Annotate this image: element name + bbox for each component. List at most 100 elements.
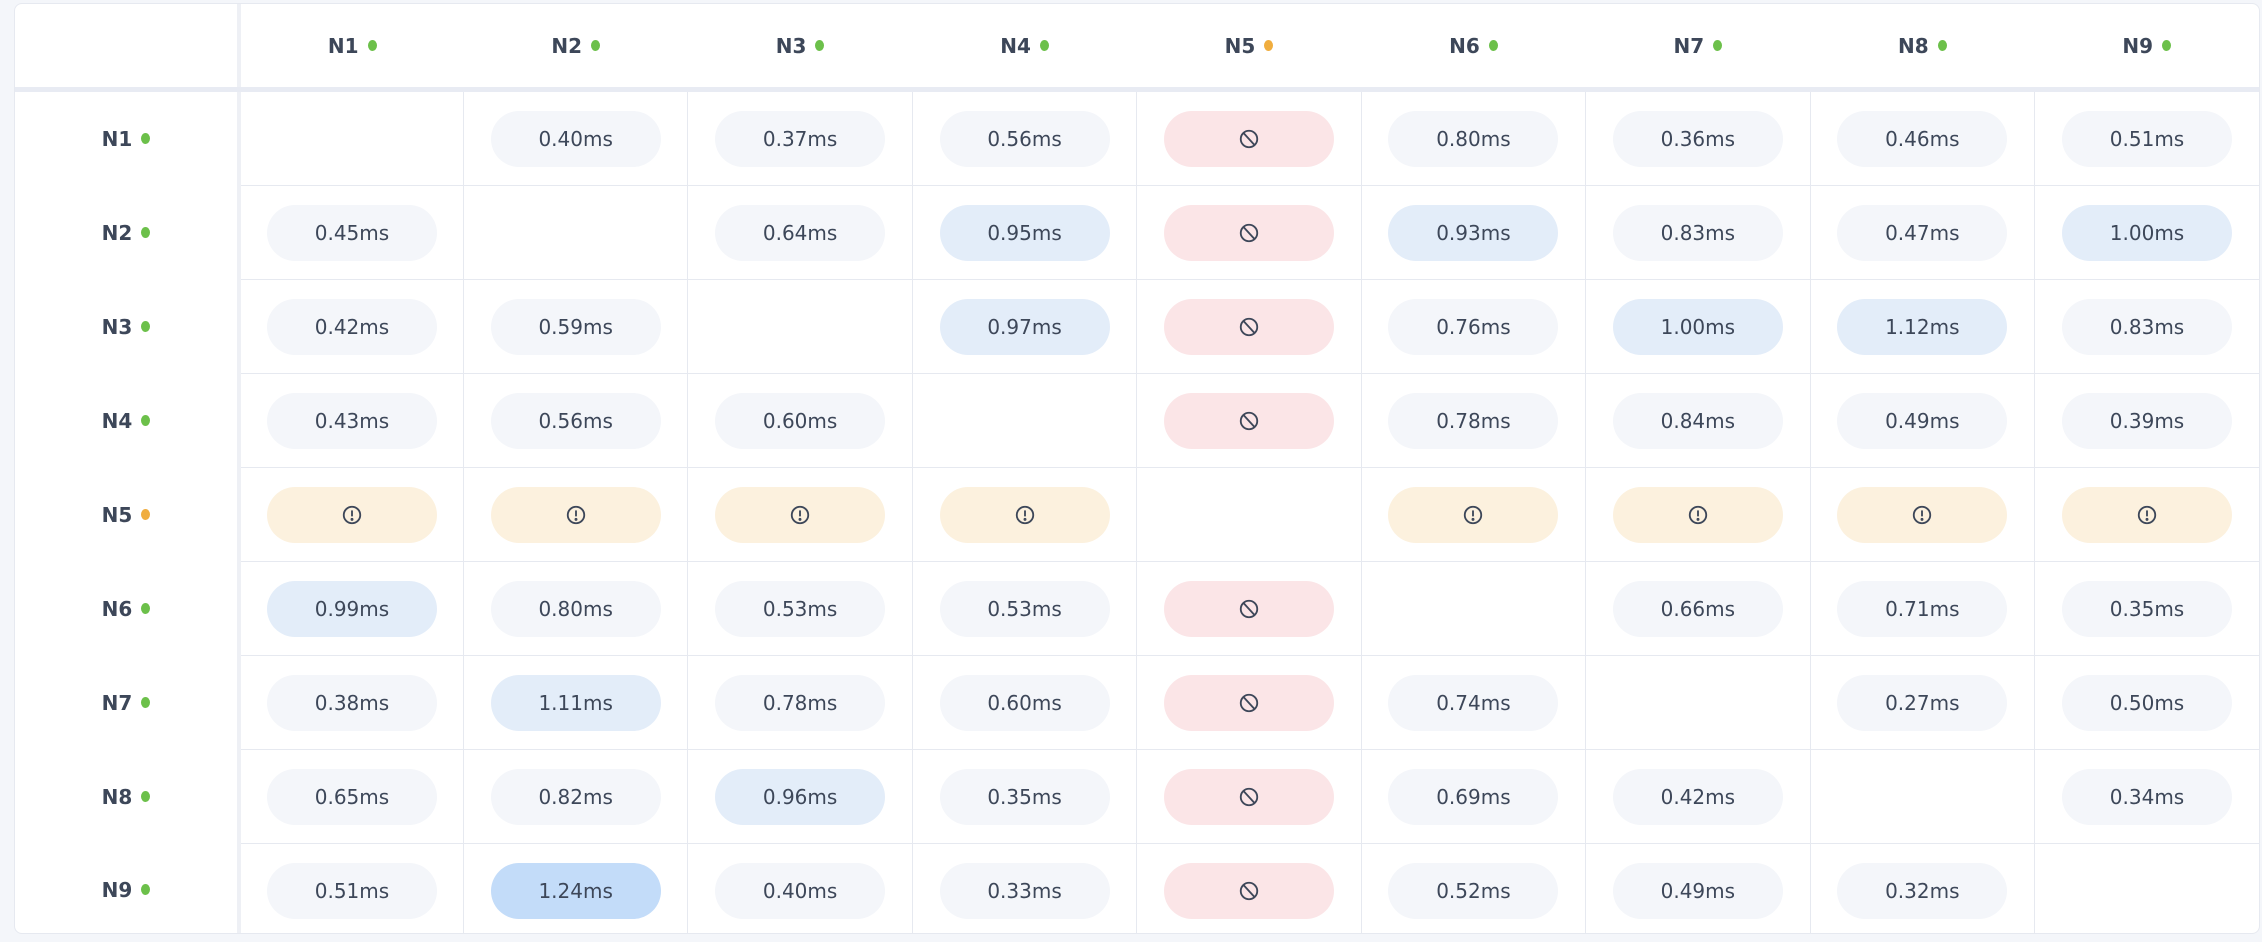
latency-pill[interactable]: 0.66ms — [1612, 580, 1783, 637]
latency-pill[interactable]: 1.00ms — [2062, 204, 2232, 261]
latency-pill[interactable]: 0.47ms — [1837, 204, 2008, 261]
latency-pill[interactable]: 0.80ms — [1388, 110, 1559, 167]
column-header-n5: N5 — [1136, 4, 1362, 92]
latency-pill[interactable]: 0.53ms — [939, 580, 1110, 637]
matrix-cell: 0.33ms — [911, 843, 1137, 933]
warning-pill[interactable] — [2062, 486, 2232, 543]
warning-pill[interactable] — [1612, 486, 1783, 543]
row-header-n8: N8 — [15, 749, 241, 844]
row-header-n2: N2 — [15, 185, 241, 280]
table-row: N3 0.42ms 0.59ms 0.97ms 0.76ms 1.00ms 1.12ms 0.… — [15, 279, 2259, 374]
latency-pill[interactable]: 0.37ms — [715, 110, 886, 167]
ban-icon — [1239, 599, 1259, 618]
latency-pill[interactable]: 0.83ms — [2062, 298, 2232, 355]
warning-pill[interactable] — [266, 486, 437, 543]
matrix-cell — [911, 467, 1137, 562]
latency-pill[interactable]: 0.82ms — [490, 768, 661, 825]
latency-pill[interactable]: 0.69ms — [1388, 768, 1559, 825]
status-dot-ok — [141, 132, 151, 144]
warning-pill[interactable] — [939, 486, 1110, 543]
corner-cell — [15, 4, 241, 92]
latency-pill[interactable]: 0.32ms — [1837, 862, 2008, 919]
ban-icon — [1239, 129, 1259, 148]
latency-pill[interactable]: 0.71ms — [1837, 580, 2008, 637]
warning-pill[interactable] — [490, 486, 661, 543]
latency-pill[interactable]: 0.51ms — [266, 862, 437, 919]
latency-pill[interactable]: 0.46ms — [1837, 110, 2008, 167]
node-label: N2 — [551, 33, 582, 58]
latency-pill[interactable]: 0.35ms — [2062, 580, 2232, 637]
blocked-pill[interactable] — [1163, 768, 1334, 825]
latency-pill[interactable]: 0.99ms — [266, 580, 437, 637]
latency-pill[interactable]: 0.50ms — [2062, 674, 2232, 731]
latency-pill[interactable]: 0.33ms — [939, 862, 1110, 919]
latency-pill[interactable]: 0.60ms — [715, 392, 886, 449]
latency-pill[interactable]: 0.59ms — [490, 298, 661, 355]
blocked-pill[interactable] — [1163, 392, 1334, 449]
latency-pill[interactable]: 0.40ms — [490, 110, 661, 167]
latency-pill[interactable]: 0.38ms — [266, 674, 437, 731]
warning-pill[interactable] — [1388, 486, 1559, 543]
blocked-pill[interactable] — [1163, 298, 1334, 355]
self-cell — [687, 279, 913, 374]
warning-pill[interactable] — [715, 486, 886, 543]
latency-pill[interactable]: 0.49ms — [1837, 392, 2008, 449]
warning-pill[interactable] — [1837, 486, 2008, 543]
latency-pill[interactable]: 0.97ms — [939, 298, 1110, 355]
latency-pill[interactable]: 1.11ms — [490, 674, 661, 731]
matrix-cell — [462, 467, 688, 562]
latency-pill[interactable]: 0.65ms — [266, 768, 437, 825]
latency-pill[interactable]: 0.45ms — [266, 204, 437, 261]
latency-pill[interactable]: 0.42ms — [266, 298, 437, 355]
latency-pill[interactable]: 0.83ms — [1612, 204, 1783, 261]
latency-pill[interactable]: 0.34ms — [2062, 768, 2232, 825]
latency-pill[interactable]: 0.56ms — [939, 110, 1110, 167]
latency-pill[interactable]: 0.84ms — [1612, 392, 1783, 449]
latency-pill[interactable]: 0.96ms — [715, 768, 886, 825]
latency-pill[interactable]: 1.00ms — [1612, 298, 1783, 355]
column-header-n7: N7 — [1585, 4, 1811, 92]
latency-pill[interactable]: 0.93ms — [1388, 204, 1559, 261]
latency-pill[interactable]: 0.76ms — [1388, 298, 1559, 355]
latency-pill[interactable]: 0.95ms — [939, 204, 1110, 261]
table-row: N6 0.99ms 0.80ms 0.53ms 0.53ms 0.66ms 0.71ms 0.… — [15, 561, 2259, 656]
blocked-pill[interactable] — [1163, 204, 1334, 261]
status-dot-ok — [367, 39, 377, 51]
latency-pill[interactable]: 0.51ms — [2062, 110, 2232, 167]
latency-pill[interactable]: 0.27ms — [1837, 674, 2008, 731]
latency-pill[interactable]: 0.52ms — [1388, 862, 1559, 919]
latency-pill[interactable]: 0.60ms — [939, 674, 1110, 731]
latency-pill[interactable]: 0.43ms — [266, 392, 437, 449]
blocked-pill[interactable] — [1163, 580, 1334, 637]
blocked-pill[interactable] — [1163, 674, 1334, 731]
latency-pill[interactable]: 1.12ms — [1837, 298, 2008, 355]
status-dot-ok — [2162, 39, 2172, 51]
node-label: N8 — [1897, 33, 1929, 58]
matrix-cell: 0.99ms — [238, 561, 464, 656]
self-cell — [1360, 561, 1586, 656]
latency-pill[interactable]: 0.74ms — [1388, 674, 1559, 731]
matrix-cell: 0.35ms — [2034, 561, 2259, 656]
status-dot-ok — [141, 226, 151, 238]
latency-pill[interactable]: 0.39ms — [2062, 392, 2232, 449]
matrix-cell: 0.76ms — [1360, 279, 1586, 374]
latency-pill[interactable]: 0.36ms — [1612, 110, 1783, 167]
blocked-pill[interactable] — [1163, 110, 1334, 167]
latency-pill[interactable]: 0.64ms — [715, 204, 886, 261]
latency-pill[interactable]: 0.80ms — [490, 580, 661, 637]
latency-pill[interactable]: 0.35ms — [939, 768, 1110, 825]
latency-pill[interactable]: 0.56ms — [490, 392, 661, 449]
matrix-body: N1 0.40ms 0.37ms 0.56ms 0.80ms 0.36ms 0.46ms 0.… — [15, 89, 2259, 933]
matrix-cell: 0.96ms — [687, 749, 913, 844]
latency-pill[interactable]: 0.42ms — [1612, 768, 1783, 825]
latency-pill[interactable]: 0.53ms — [715, 580, 886, 637]
blocked-pill[interactable] — [1163, 862, 1334, 919]
latency-pill[interactable]: 0.49ms — [1612, 862, 1783, 919]
latency-pill[interactable]: 1.24ms — [490, 862, 661, 919]
latency-pill[interactable]: 0.40ms — [715, 862, 886, 919]
latency-pill[interactable]: 0.78ms — [715, 674, 886, 731]
ban-icon — [1239, 881, 1259, 900]
matrix-cell: 0.64ms — [687, 185, 913, 280]
latency-pill[interactable]: 0.78ms — [1388, 392, 1559, 449]
matrix-cell: 0.60ms — [687, 373, 913, 468]
